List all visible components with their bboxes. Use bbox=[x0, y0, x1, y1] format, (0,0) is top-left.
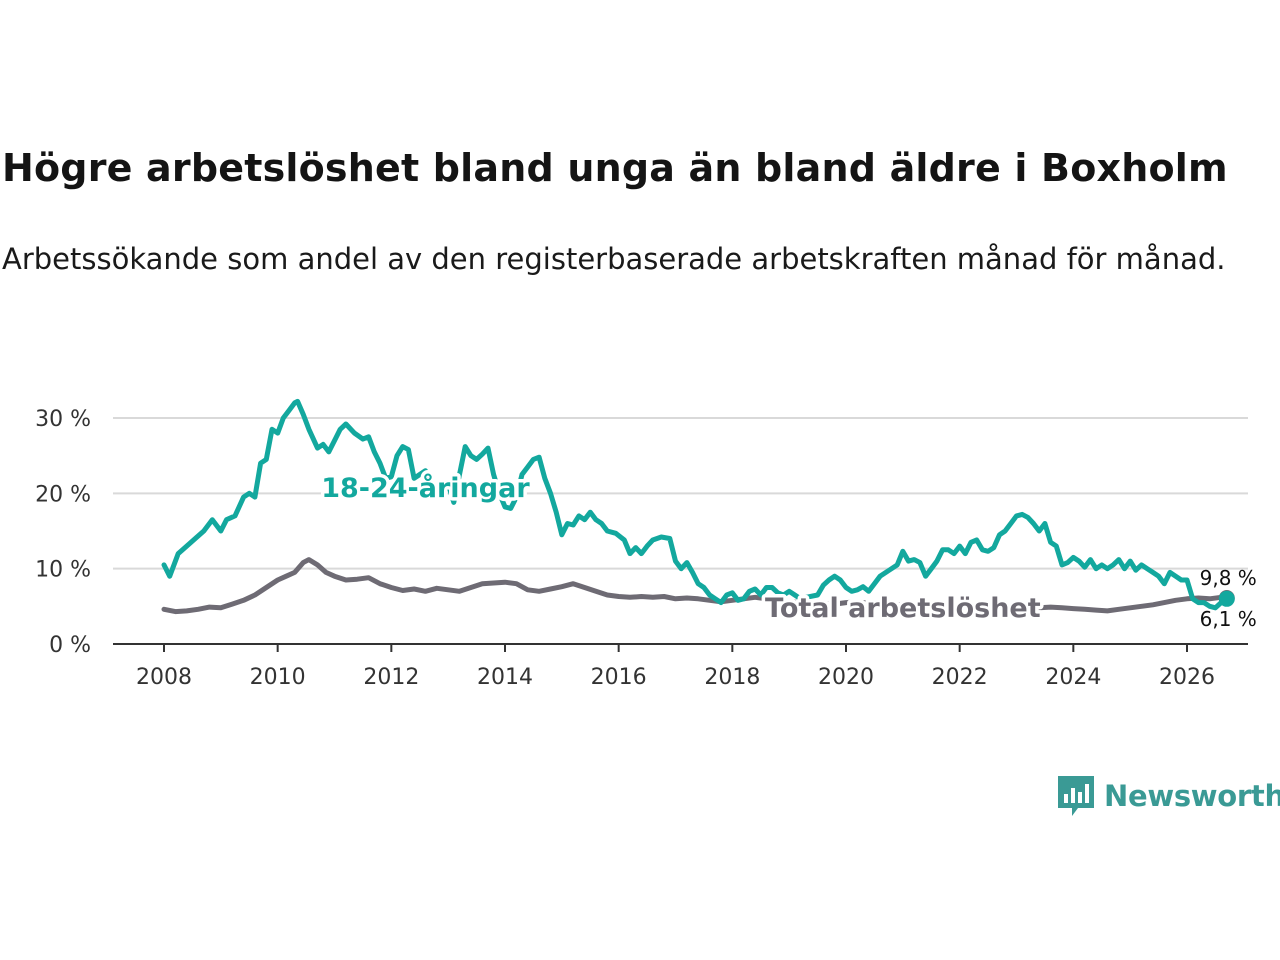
series-lines bbox=[161, 398, 1235, 615]
y-tick-label: 0 % bbox=[49, 633, 91, 658]
x-tick-label: 2016 bbox=[591, 665, 647, 690]
series-line bbox=[161, 557, 1230, 615]
series-end-label: 6,1 % bbox=[1200, 607, 1257, 631]
x-tick-label: 2008 bbox=[136, 665, 192, 690]
x-tick-label: 2018 bbox=[704, 665, 760, 690]
y-tick-label: 10 % bbox=[35, 558, 91, 583]
newsworthy-logo[interactable]: Newsworthy bbox=[1058, 774, 1280, 818]
series-labels: 9,8 % 18-24-åringar 6,1 % Total arbetslöshe… bbox=[318, 469, 1257, 631]
x-axis-ticks: 2008 2010 2012 2014 2016 2018 2020 2022 2024 2026 bbox=[136, 644, 1215, 690]
y-tick-label: 30 % bbox=[35, 407, 91, 432]
x-tick-label: 2022 bbox=[932, 665, 988, 690]
x-tick-label: 2024 bbox=[1045, 665, 1101, 690]
x-tick-label: 2014 bbox=[477, 665, 533, 690]
series-end-label: 9,8 % bbox=[1200, 566, 1257, 590]
series-name-label: 18-24-åringar bbox=[321, 472, 530, 504]
newsworthy-logo-icon bbox=[1058, 776, 1094, 816]
x-tick-label: 2012 bbox=[363, 665, 419, 690]
x-tick-label: 2026 bbox=[1159, 665, 1215, 690]
brand-name: Newsworthy bbox=[1104, 779, 1280, 813]
series-end-marker bbox=[1218, 590, 1235, 607]
y-axis-ticks: 0 % 10 % 20 % 30 % bbox=[35, 407, 91, 658]
series-name-label: Total arbetslöshet bbox=[765, 593, 1041, 624]
series-line bbox=[161, 398, 1230, 611]
x-tick-label: 2020 bbox=[818, 665, 874, 690]
x-tick-label: 2010 bbox=[250, 665, 306, 690]
chart-title: Högre arbetslöshet bland unga än bland ä… bbox=[2, 146, 1228, 190]
grid-lines bbox=[113, 417, 1248, 570]
chart-subtitle: Arbetssökande som andel av den registerb… bbox=[2, 242, 1226, 276]
y-tick-label: 20 % bbox=[35, 482, 91, 507]
